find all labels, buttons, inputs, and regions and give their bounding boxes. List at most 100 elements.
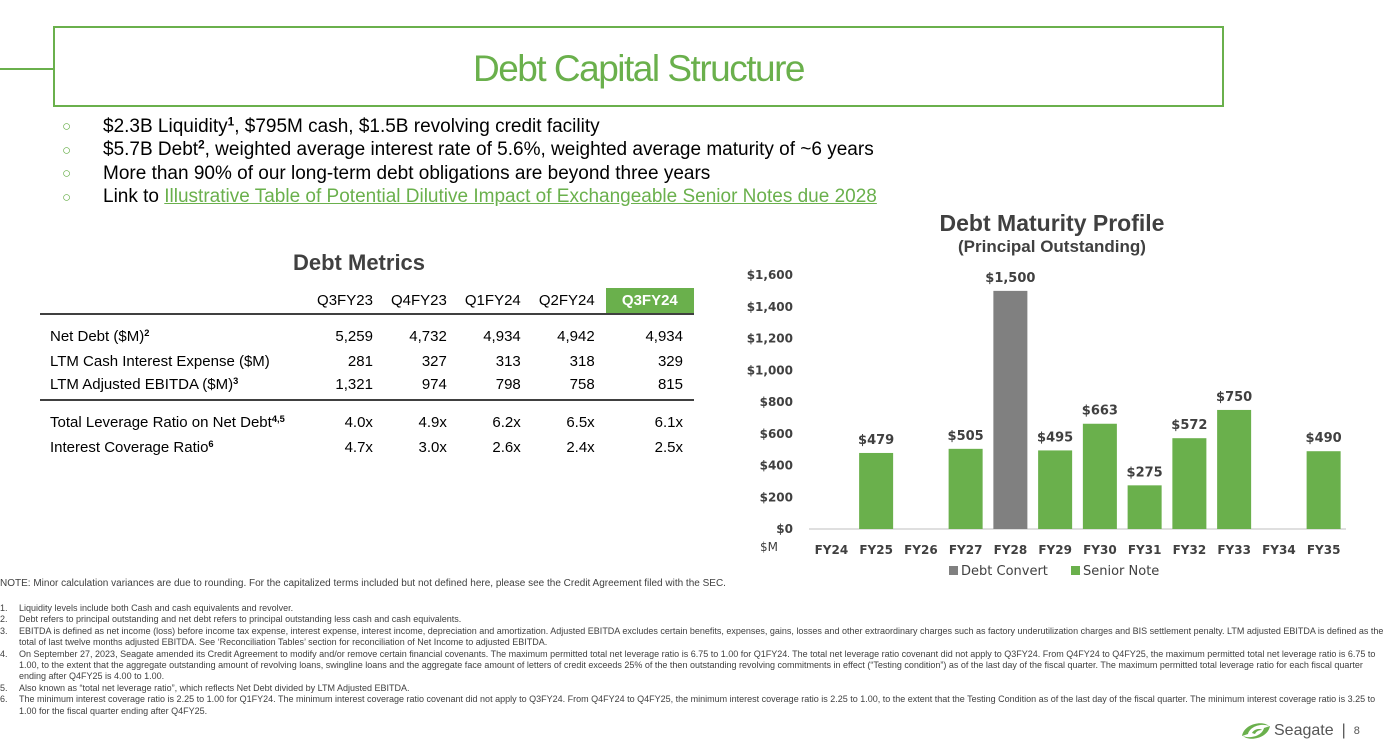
bar-senior-note [1082,423,1117,529]
y-tick-label: $600 [760,427,793,441]
footnote: 2. Debt refers to principal outstanding a… [0,614,462,625]
bullet-debt: ○ $5.7B Debt2, weighted average interest… [62,139,877,163]
column-header: Q2FY24 [538,292,595,309]
table-row: Total Leverage Ratio on Net Debt4,5 4.0x… [40,399,694,434]
cell: 2.4x [566,438,595,456]
bar-senior-note [1306,451,1341,529]
bar-debt-convert [993,290,1028,529]
x-tick-label: FY26 [904,543,938,557]
cell: 281 [347,352,373,370]
y-axis-unit: $M [760,540,778,554]
table-header-row: Q3FY23 Q4FY23 Q1FY24 Q2FY24 Q3FY24 [40,288,694,314]
bar-senior-note [948,448,983,529]
bullet-link: ○ Link to Illustrative Table of Potentia… [62,186,877,210]
x-tick-label: FY30 [1083,543,1117,557]
dilutive-impact-link[interactable]: Illustrative Table of Potential Dilutive… [164,186,877,208]
cell: 2.5x [654,438,683,456]
column-header: Q4FY23 [390,292,447,309]
cell: 4.0x [310,399,384,434]
legend-swatch [949,566,958,575]
cell: 2.6x [492,438,521,456]
footnote: 5. Also known as “total net leverage rati… [0,682,410,693]
debt-maturity-chart: $0 $200 $400 $600 $800 $1,000 $1,200 $1,400 $1,6… [747,268,1346,579]
cell: 798 [495,376,521,393]
debt-metrics-table: Q3FY23 Q4FY23 Q1FY24 Q2FY24 Q3FY24 Net D… [40,288,694,460]
chart-title: Debt Maturity Profile [939,210,1165,236]
brand-name: Seagate [1274,722,1334,739]
table-row: Interest Coverage Ratio6 4.7x 3.0x 2.6x … [40,434,694,460]
cell: 6.2x [457,399,532,434]
row-label: LTM Cash Interest Expense ($M) [50,352,270,370]
data-label: $1,500 [985,271,1035,286]
y-tick-label: $0 [776,522,793,536]
table-row: LTM Cash Interest Expense ($M) 281 327 3… [40,348,694,374]
data-label: $275 [1127,465,1163,480]
x-tick-label: FY24 [815,543,849,557]
summary-bullets: ○ $2.3B Liquidity1, $795M cash, $1.5B re… [62,115,877,209]
bullet-obligations: ○ More than 90% of our long-term debt ob… [62,162,877,186]
footnote: 6. The minimum interest coverage ratio is… [0,694,1376,716]
footnotes: 1. Liquidity levels include both Cash and… [0,603,1385,717]
column-header: Q1FY24 [464,292,521,309]
data-label: $750 [1216,390,1252,405]
row-label: Total Leverage Ratio on Net Debt4,5 [40,399,310,434]
x-tick-label: FY35 [1307,543,1341,557]
cell: 6.5x [531,399,606,434]
x-tick-label: FY29 [1038,543,1072,557]
column-header-current: Q3FY24 [605,288,694,314]
x-tick-label: FY34 [1262,543,1296,557]
y-tick-label: $200 [760,490,793,504]
y-tick-label: $1,000 [747,363,793,377]
y-tick-label: $800 [760,395,793,409]
bullet-text: $5.7B Debt2, weighted average interest r… [103,138,874,161]
bullet-text: $2.3B Liquidity1, $795M cash, $1.5B revo… [103,115,600,137]
cell: 4,934 [605,313,694,348]
cell: 815 [657,376,683,393]
brand-separator: | [1341,722,1346,739]
x-tick-label: FY31 [1128,543,1162,557]
brand-footer: Seagate | 8 [1238,718,1360,744]
data-label: $495 [1037,430,1073,445]
cell: 318 [569,352,595,370]
bar-senior-note [1217,409,1252,529]
table-header-blank [40,288,310,314]
page-number: 8 [1353,725,1360,737]
cell: 4,942 [531,313,606,348]
bullet-circle-icon: ○ [62,141,72,159]
bullet-link-prefix: Link to [103,186,165,208]
row-label: LTM Adjusted EBITDA ($M)3 [50,375,239,393]
x-tick-label: FY28 [994,543,1028,557]
cell: 4,934 [457,313,532,348]
footnote: 1. Liquidity levels include both Cash and… [0,603,294,613]
table-row: LTM Adjusted EBITDA ($M)3 1,321 974 798 … [40,374,694,400]
chart-subtitle: (Principal Outstanding) [958,237,1146,256]
bar-senior-note [1172,438,1207,529]
title-accent-line [0,68,54,70]
legend-swatch [1071,566,1080,575]
row-label: Interest Coverage Ratio6 [50,438,214,456]
x-tick-label: FY27 [949,543,983,557]
cell: 6.1x [605,399,694,434]
footnote: 3. EBITDA is defined as net income (loss)… [0,625,1384,648]
cell: 327 [421,352,447,370]
legend-entry: Debt Convert [961,564,1048,579]
footnote: 4. On September 27, 2023, Seagate amended… [0,648,1376,682]
metrics-title: Debt Metrics [293,250,426,275]
y-tick-label: $400 [760,459,793,473]
cell: 3.0x [418,438,447,456]
page-title: Debt Capital Structure [472,48,806,89]
bar-senior-note [1038,450,1073,529]
data-label: $490 [1306,431,1342,446]
note-text: NOTE: Minor calculation variances are du… [0,578,726,589]
title-box: Debt Capital Structure [53,26,1224,107]
table-row: Net Debt ($M)2 5,259 4,732 4,934 4,942 4… [40,313,694,348]
y-tick-label: $1,600 [747,268,793,282]
bullet-circle-icon: ○ [62,188,72,206]
cell: 4.7x [344,438,373,456]
seagate-logo-icon [1242,723,1270,739]
cell: 313 [495,352,521,370]
bullet-liquidity: ○ $2.3B Liquidity1, $795M cash, $1.5B re… [62,115,877,139]
bar-senior-note [1127,485,1162,529]
cell: 329 [657,352,683,370]
data-label: $479 [858,433,894,448]
